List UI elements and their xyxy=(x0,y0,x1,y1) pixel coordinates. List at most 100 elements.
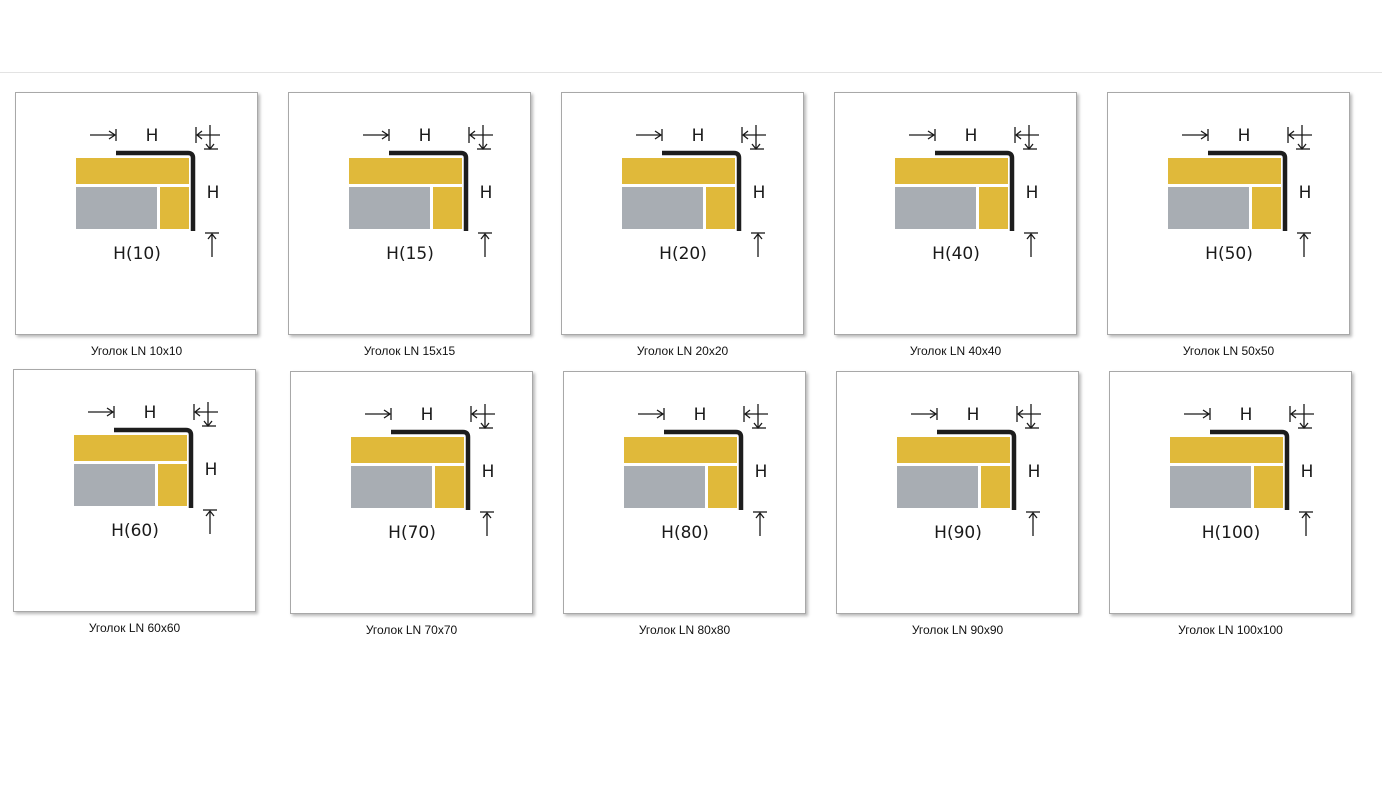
thumbnail-caption[interactable]: Уголок LN 100x100 xyxy=(1178,623,1283,637)
bottom-dimension-marker xyxy=(1026,511,1040,536)
arrow-right-icon xyxy=(1200,130,1209,140)
corner-profile xyxy=(1208,150,1288,231)
thumbnail-caption[interactable]: Уголок LN 80x80 xyxy=(638,623,731,637)
arrow-up-icon xyxy=(205,509,215,517)
top-dimension-label: H xyxy=(1240,405,1253,425)
thickness-marker xyxy=(1014,125,1039,151)
base-stone xyxy=(895,187,976,229)
base-stone xyxy=(1170,466,1251,508)
corner-profile xyxy=(662,150,742,231)
thumbnail-image[interactable]: H H H(20) xyxy=(561,92,804,335)
top-dimension-label: H xyxy=(146,126,159,146)
corner-profile-diagram: H H H(20) xyxy=(622,125,766,264)
toolbar-divider xyxy=(0,72,1382,73)
top-dimension: H xyxy=(911,405,979,425)
size-label: H(40) xyxy=(932,244,980,264)
corner-profile-diagram: H H H(15) xyxy=(349,125,493,264)
base-stone xyxy=(1168,187,1249,229)
corner-profile-diagram: H H H(80) xyxy=(624,404,768,543)
thumbnail-image[interactable]: H H H(90) xyxy=(836,371,1079,614)
arrow-up-icon xyxy=(482,511,492,519)
side-tile xyxy=(1252,187,1281,229)
side-tile xyxy=(706,187,735,229)
size-label: H(50) xyxy=(1205,244,1253,264)
side-dimension-label: H xyxy=(1026,183,1039,203)
arrow-up-icon xyxy=(1299,232,1309,240)
top-dimension-label: H xyxy=(144,403,157,423)
thickness-marker xyxy=(743,404,768,430)
top-tile xyxy=(74,435,187,461)
corner-profile xyxy=(664,429,744,510)
side-dimension-label: H xyxy=(205,460,218,480)
thumbnail-caption[interactable]: Уголок LN 60x60 xyxy=(88,621,181,635)
size-label: H(60) xyxy=(111,521,159,541)
arrow-right-icon xyxy=(654,130,663,140)
arrow-right-icon xyxy=(927,130,936,140)
arrow-up-icon xyxy=(1028,511,1038,519)
thickness-marker xyxy=(1287,125,1312,151)
top-tile xyxy=(351,437,464,463)
base-stone xyxy=(349,187,430,229)
thumbnail-caption[interactable]: Уголок LN 10x10 xyxy=(90,344,183,358)
top-tile xyxy=(1170,437,1283,463)
top-dimension-label: H xyxy=(692,126,705,146)
thickness-marker xyxy=(1289,404,1314,430)
thumbnail-image[interactable]: H H H(15) xyxy=(288,92,531,335)
arrow-right-icon xyxy=(381,130,390,140)
side-dimension-label: H xyxy=(480,183,493,203)
thumbnail-caption[interactable]: Уголок LN 70x70 xyxy=(365,623,458,637)
arrow-right-icon xyxy=(106,407,115,417)
corner-profile xyxy=(116,150,196,231)
thickness-marker xyxy=(470,404,495,430)
thumbnail-caption[interactable]: Уголок LN 15x15 xyxy=(363,344,456,358)
corner-profile-diagram: H H H(70) xyxy=(351,404,495,543)
side-dimension-label: H xyxy=(207,183,220,203)
top-tile xyxy=(895,158,1008,184)
thickness-marker xyxy=(195,125,220,151)
corner-profile xyxy=(935,150,1015,231)
corner-profile xyxy=(389,150,469,231)
base-stone xyxy=(624,466,705,508)
corner-profile xyxy=(391,429,471,510)
side-tile xyxy=(433,187,462,229)
arrow-right-icon xyxy=(383,409,392,419)
thumbnail-image[interactable]: H H H(10) xyxy=(15,92,258,335)
bottom-dimension-marker xyxy=(1297,232,1311,257)
thumbnail-image[interactable]: H H H(50) xyxy=(1107,92,1350,335)
bottom-dimension-marker xyxy=(205,232,219,257)
side-tile xyxy=(158,464,187,506)
size-label: H(90) xyxy=(934,523,982,543)
corner-profile-diagram: H H H(10) xyxy=(76,125,220,264)
base-stone xyxy=(622,187,703,229)
arrow-up-icon xyxy=(1026,232,1036,240)
thumbnail-image[interactable]: H H H(60) xyxy=(13,369,256,612)
size-label: H(20) xyxy=(659,244,707,264)
bottom-dimension-marker xyxy=(480,511,494,536)
top-dimension-label: H xyxy=(1238,126,1251,146)
thumbnail-caption[interactable]: Уголок LN 20x20 xyxy=(636,344,729,358)
thumbnail-caption[interactable]: Уголок LN 90x90 xyxy=(911,623,1004,637)
thumbnail-image[interactable]: H H H(100) xyxy=(1109,371,1352,614)
thickness-marker xyxy=(1016,404,1041,430)
side-dimension-label: H xyxy=(1301,462,1314,482)
size-label: H(10) xyxy=(113,244,161,264)
thumbnail-image[interactable]: H H H(80) xyxy=(563,371,806,614)
base-stone xyxy=(74,464,155,506)
arrow-right-icon xyxy=(929,409,938,419)
bottom-dimension-marker xyxy=(478,232,492,257)
thumbnail-caption[interactable]: Уголок LN 50x50 xyxy=(1182,344,1275,358)
arrow-up-icon xyxy=(753,232,763,240)
top-dimension: H xyxy=(1182,126,1250,146)
corner-profile xyxy=(1210,429,1290,510)
thumbnail-image[interactable]: H H H(70) xyxy=(290,371,533,614)
top-dimension: H xyxy=(638,405,706,425)
top-tile xyxy=(76,158,189,184)
thumbnail-caption[interactable]: Уголок LN 40x40 xyxy=(909,344,1002,358)
side-tile xyxy=(1254,466,1283,508)
thickness-marker xyxy=(741,125,766,151)
bottom-dimension-marker xyxy=(203,509,217,534)
side-dimension-label: H xyxy=(755,462,768,482)
thumbnail-image[interactable]: H H H(40) xyxy=(834,92,1077,335)
top-dimension: H xyxy=(365,405,433,425)
bottom-dimension-marker xyxy=(751,232,765,257)
